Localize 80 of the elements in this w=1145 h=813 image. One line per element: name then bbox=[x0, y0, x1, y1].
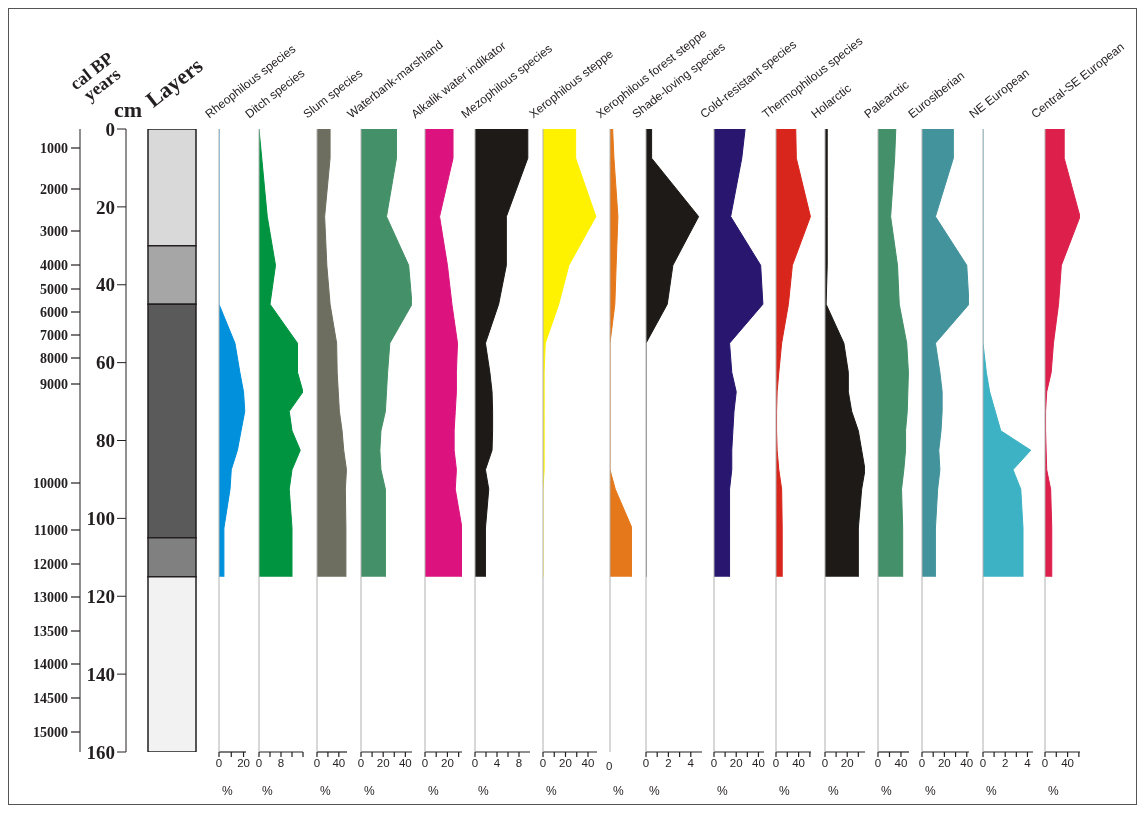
x-tick-label: 2 bbox=[665, 757, 672, 770]
x-tick-label: 40 bbox=[960, 757, 974, 770]
x-tick-label: 40 bbox=[1061, 757, 1074, 770]
x-tick-label: 40 bbox=[894, 757, 908, 770]
text: 2000 bbox=[40, 181, 68, 197]
x-tick-label: 20 bbox=[237, 757, 250, 770]
x-tick-label: 2 bbox=[1002, 757, 1009, 770]
text: 8000 bbox=[40, 350, 68, 366]
y-tick-label: 20 bbox=[96, 196, 115, 218]
text: 6000 bbox=[40, 304, 68, 320]
x-tick-label: 20 bbox=[559, 757, 572, 770]
x-tick-label: 0 bbox=[357, 757, 365, 770]
x-tick-label: 20 bbox=[729, 757, 743, 770]
x-axis-title: % bbox=[478, 784, 489, 798]
x-tick-label: 40 bbox=[332, 757, 346, 770]
y-tick-label: 120 bbox=[86, 585, 115, 607]
x-axis-title: % bbox=[925, 784, 936, 798]
x-tick-label: 0 bbox=[471, 757, 479, 770]
x-tick-label: 0 bbox=[255, 757, 263, 770]
x-tick-label: 4 bbox=[493, 757, 501, 770]
y-tick-label: 140 bbox=[86, 663, 115, 685]
x-tick-label: 0 bbox=[874, 757, 882, 770]
x-axis-title: % bbox=[986, 784, 997, 798]
x-tick-label: 8 bbox=[277, 757, 285, 770]
x-tick-label: 40 bbox=[581, 757, 595, 770]
x-tick-label: 0 bbox=[421, 757, 429, 770]
x-tick-label: 0 bbox=[313, 757, 321, 770]
y-tick-label: 160 bbox=[86, 741, 115, 763]
y-tick-label: 40 bbox=[96, 274, 115, 296]
x-axis-title: % bbox=[222, 784, 233, 798]
x-tick-label: 0 bbox=[215, 757, 223, 770]
y-axis-title: cm bbox=[114, 97, 143, 123]
x-tick-label: 40 bbox=[752, 757, 765, 770]
x-tick-label: 8 bbox=[515, 757, 523, 770]
text: 7000 bbox=[40, 327, 68, 343]
x-tick-label: 20 bbox=[376, 757, 390, 770]
x-tick-label: 20 bbox=[937, 757, 951, 770]
text: 12000 bbox=[33, 556, 68, 572]
x-axis-title: % bbox=[613, 784, 624, 798]
x-tick-label: 4 bbox=[1024, 757, 1032, 770]
x-tick-label: 20 bbox=[441, 757, 454, 770]
y-tick-label: 80 bbox=[96, 430, 115, 452]
text: 11000 bbox=[33, 522, 68, 538]
x-tick-label: 0 bbox=[979, 757, 987, 770]
text: 14000 bbox=[33, 656, 68, 672]
x-tick-label: 4 bbox=[687, 757, 695, 770]
text: 5000 bbox=[40, 281, 68, 297]
x-tick-label: 0 bbox=[918, 757, 926, 770]
text: 4000 bbox=[40, 257, 68, 273]
text: 10000 bbox=[33, 475, 68, 491]
text: 13500 bbox=[33, 623, 68, 639]
y-tick-label: 0 bbox=[105, 118, 115, 140]
x-tick-label: 0 bbox=[642, 757, 650, 770]
x-tick-label: 20 bbox=[840, 757, 854, 770]
x-axis-title: % bbox=[717, 784, 728, 798]
x-axis-title: % bbox=[1048, 784, 1059, 798]
x-axis-title: % bbox=[881, 784, 892, 798]
text: 14500 bbox=[33, 690, 68, 706]
x-axis-title: % bbox=[262, 784, 273, 798]
x-axis-title: % bbox=[828, 784, 839, 798]
x-axis-title: % bbox=[428, 784, 439, 798]
x-tick-label: 0 bbox=[1041, 757, 1049, 770]
x-tick-label: 40 bbox=[792, 757, 805, 770]
x-tick-label: 0 bbox=[772, 757, 780, 770]
x-tick-label: 0 bbox=[821, 757, 829, 770]
y-tick-label: 60 bbox=[96, 352, 115, 374]
y-tick-label: 100 bbox=[86, 508, 115, 530]
text: 1000 bbox=[40, 140, 68, 156]
text: 9000 bbox=[40, 376, 68, 392]
text: 13000 bbox=[33, 589, 68, 605]
x-axis-title: % bbox=[546, 784, 557, 798]
x-tick-label: 0 bbox=[710, 757, 718, 770]
x-axis-title: % bbox=[779, 784, 790, 798]
text: 3000 bbox=[40, 223, 68, 239]
x-tick-label: 0 bbox=[539, 757, 547, 770]
x-axis-title: % bbox=[649, 784, 660, 798]
x-tick-label: 40 bbox=[398, 757, 412, 770]
text: 15000 bbox=[33, 724, 68, 740]
x-axis-title: % bbox=[320, 784, 331, 798]
x-axis-title: % bbox=[364, 784, 375, 798]
